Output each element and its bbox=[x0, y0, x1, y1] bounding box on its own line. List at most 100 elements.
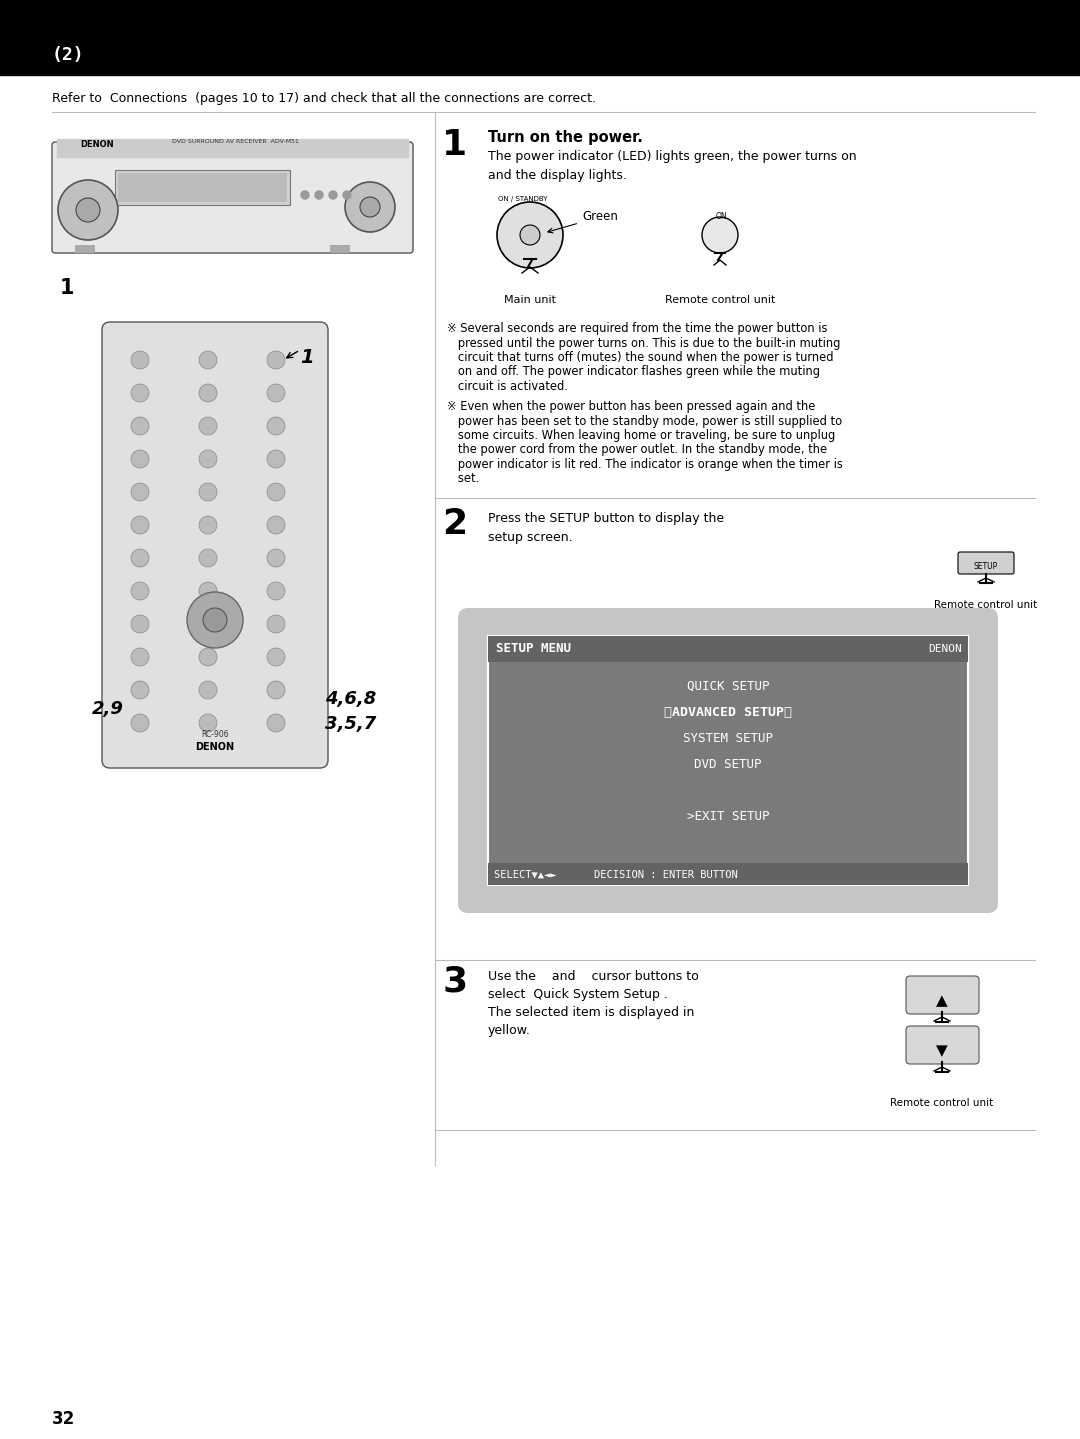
Text: power has been set to the standby mode, power is still supplied to: power has been set to the standby mode, … bbox=[447, 414, 842, 427]
Text: Main unit: Main unit bbox=[504, 295, 556, 305]
Circle shape bbox=[267, 450, 285, 468]
Text: SETUP MENU: SETUP MENU bbox=[496, 642, 571, 656]
Circle shape bbox=[199, 517, 217, 534]
Circle shape bbox=[76, 199, 100, 222]
Text: circuit is activated.: circuit is activated. bbox=[447, 380, 568, 393]
Circle shape bbox=[329, 191, 337, 199]
Circle shape bbox=[131, 417, 149, 435]
Bar bbox=[114, 170, 291, 204]
Text: 1: 1 bbox=[443, 128, 468, 163]
Text: >EXIT SETUP: >EXIT SETUP bbox=[687, 810, 769, 823]
Text: 3,5,7: 3,5,7 bbox=[325, 715, 376, 732]
Text: Press the SETUP button to display the
setup screen.: Press the SETUP button to display the se… bbox=[488, 512, 724, 544]
Circle shape bbox=[199, 581, 217, 600]
Text: (2): (2) bbox=[52, 46, 84, 63]
Circle shape bbox=[131, 517, 149, 534]
Text: DENON: DENON bbox=[928, 645, 962, 653]
Text: QUICK SETUP: QUICK SETUP bbox=[687, 679, 769, 692]
Circle shape bbox=[519, 224, 540, 245]
Circle shape bbox=[131, 614, 149, 633]
FancyBboxPatch shape bbox=[52, 142, 413, 253]
Circle shape bbox=[301, 191, 309, 199]
Text: yellow.: yellow. bbox=[488, 1025, 531, 1038]
Circle shape bbox=[199, 714, 217, 732]
Circle shape bbox=[267, 351, 285, 368]
Text: circuit that turns off (mutes) the sound when the power is turned: circuit that turns off (mutes) the sound… bbox=[447, 351, 834, 364]
Text: 4,6,8: 4,6,8 bbox=[325, 689, 376, 708]
Text: DENON: DENON bbox=[80, 140, 113, 150]
Circle shape bbox=[131, 484, 149, 501]
Circle shape bbox=[199, 681, 217, 699]
Circle shape bbox=[267, 581, 285, 600]
Text: SELECT▼▲◄►      DECISION : ENTER BUTTON: SELECT▼▲◄► DECISION : ENTER BUTTON bbox=[494, 871, 738, 881]
Text: Remote control unit: Remote control unit bbox=[890, 1098, 994, 1108]
Text: 〈ADVANCED SETUP〉: 〈ADVANCED SETUP〉 bbox=[664, 705, 792, 718]
FancyBboxPatch shape bbox=[906, 976, 978, 1014]
Circle shape bbox=[199, 648, 217, 666]
Circle shape bbox=[131, 714, 149, 732]
Circle shape bbox=[131, 681, 149, 699]
Bar bbox=[118, 173, 287, 201]
FancyBboxPatch shape bbox=[906, 1026, 978, 1063]
Text: set.: set. bbox=[447, 472, 480, 485]
Text: ※ Even when the power button has been pressed again and the: ※ Even when the power button has been pr… bbox=[447, 400, 815, 413]
Circle shape bbox=[131, 648, 149, 666]
Text: ▼: ▼ bbox=[936, 1043, 948, 1058]
Bar bbox=[75, 245, 95, 253]
Bar bbox=[330, 245, 350, 253]
Bar bbox=[57, 140, 408, 157]
Text: 1: 1 bbox=[60, 278, 75, 298]
Text: ※ Several seconds are required from the time the power button is: ※ Several seconds are required from the … bbox=[447, 322, 827, 335]
Circle shape bbox=[131, 351, 149, 368]
FancyBboxPatch shape bbox=[958, 553, 1014, 574]
Circle shape bbox=[199, 351, 217, 368]
Circle shape bbox=[497, 201, 563, 268]
Text: the power cord from the power outlet. In the standby mode, the: the power cord from the power outlet. In… bbox=[447, 443, 827, 456]
Text: 2: 2 bbox=[443, 507, 468, 541]
Text: DVD SETUP: DVD SETUP bbox=[694, 757, 761, 770]
Text: DVD SURROUND AV RECEIVER  ADV-M51: DVD SURROUND AV RECEIVER ADV-M51 bbox=[172, 140, 298, 144]
Circle shape bbox=[267, 417, 285, 435]
Circle shape bbox=[131, 384, 149, 401]
Circle shape bbox=[267, 614, 285, 633]
Circle shape bbox=[199, 417, 217, 435]
Text: 32: 32 bbox=[52, 1410, 76, 1427]
Text: ON / STANDBY: ON / STANDBY bbox=[498, 196, 548, 201]
Circle shape bbox=[131, 550, 149, 567]
Text: Use the    and    cursor buttons to: Use the and cursor buttons to bbox=[488, 970, 699, 983]
FancyBboxPatch shape bbox=[102, 322, 328, 768]
Bar bbox=[0, 0, 130, 35]
Circle shape bbox=[343, 191, 351, 199]
Circle shape bbox=[199, 484, 217, 501]
Circle shape bbox=[267, 517, 285, 534]
Text: 1: 1 bbox=[300, 348, 313, 367]
Circle shape bbox=[131, 581, 149, 600]
Circle shape bbox=[199, 550, 217, 567]
Circle shape bbox=[360, 197, 380, 217]
Text: Remote control unit: Remote control unit bbox=[665, 295, 775, 305]
Circle shape bbox=[345, 181, 395, 232]
Circle shape bbox=[187, 591, 243, 648]
Text: 2,9: 2,9 bbox=[92, 699, 124, 718]
Text: on and off. The power indicator flashes green while the muting: on and off. The power indicator flashes … bbox=[447, 366, 820, 378]
Bar bbox=[488, 636, 968, 885]
Text: ▲: ▲ bbox=[936, 993, 948, 1007]
Circle shape bbox=[267, 550, 285, 567]
Circle shape bbox=[267, 484, 285, 501]
Circle shape bbox=[267, 648, 285, 666]
Circle shape bbox=[203, 609, 227, 632]
Bar bbox=[488, 636, 968, 662]
Circle shape bbox=[58, 180, 118, 240]
Bar bbox=[0, 0, 1080, 75]
Text: ON: ON bbox=[716, 212, 728, 222]
Text: Green: Green bbox=[548, 210, 618, 233]
Text: SYSTEM SETUP: SYSTEM SETUP bbox=[683, 731, 773, 744]
Text: select  Quick System Setup .: select Quick System Setup . bbox=[488, 989, 667, 1002]
Text: RC-906: RC-906 bbox=[201, 730, 229, 740]
Circle shape bbox=[131, 450, 149, 468]
Circle shape bbox=[199, 384, 217, 401]
Bar bbox=[488, 863, 968, 885]
Text: Turn on the power.: Turn on the power. bbox=[488, 130, 643, 145]
Text: 3: 3 bbox=[443, 966, 468, 999]
Circle shape bbox=[267, 384, 285, 401]
